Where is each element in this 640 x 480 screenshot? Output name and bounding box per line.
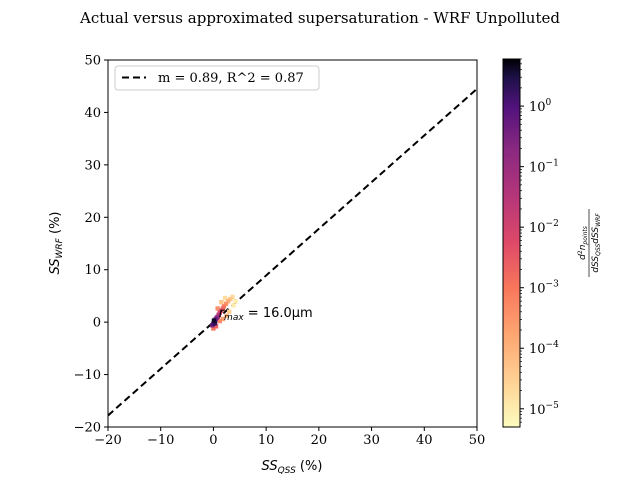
colorbar-ticks: 10−5 10−4 10−3 10−2 10−1 100	[520, 58, 559, 423]
x-axis-label-main: SS	[262, 459, 278, 474]
colorbar	[503, 59, 520, 427]
y-tick-label: −10	[74, 368, 101, 383]
y-tick-label: 20	[84, 211, 101, 226]
x-tick-label: 30	[363, 433, 380, 448]
annotation-sub: max	[224, 313, 244, 323]
density-point	[211, 318, 217, 323]
density-point	[220, 316, 226, 322]
colorbar-tick-label: 10−4	[529, 340, 559, 357]
colorbar-label: d2npoints dSSQSSdSSWRF	[577, 209, 602, 277]
density-point	[233, 298, 238, 304]
y-tick-label: 0	[93, 316, 101, 331]
colorbar-frame	[502, 58, 521, 428]
y-axis-label-unit: (%)	[48, 211, 63, 238]
colorbar-tick-label: 10−3	[529, 280, 559, 297]
density-point	[219, 300, 224, 305]
legend-box	[114, 65, 320, 91]
colorbar-tick-label: 10−5	[529, 401, 559, 418]
y-tick-label: 30	[84, 158, 101, 173]
density-point	[211, 326, 216, 331]
colorbar-tick-label: 10−2	[529, 219, 559, 236]
x-tick-label: −10	[147, 433, 174, 448]
fit-line	[108, 88, 477, 417]
density-point	[225, 298, 231, 304]
chart-title: Actual versus approximated supersaturati…	[79, 9, 560, 27]
x-tick-label: 0	[209, 433, 217, 448]
density-point	[231, 303, 236, 308]
y-axis-label-sub: WRF	[55, 237, 65, 258]
colorbar-label-denominator: dSSQSSdSSWRF	[591, 213, 602, 273]
y-axis-ticks: −20 −10 0 10 20 30 40 50	[74, 54, 108, 436]
density-point	[217, 318, 222, 324]
x-tick-label: 40	[416, 433, 433, 448]
colorbar-tick-label: 10−1	[529, 159, 559, 176]
y-tick-label: 10	[84, 263, 101, 278]
x-axis-label-unit: (%)	[296, 459, 323, 474]
density-point	[224, 313, 229, 319]
x-tick-label: 50	[469, 433, 486, 448]
y-tick-label: 40	[84, 106, 101, 121]
y-axis-label: SSWRF (%)	[48, 211, 65, 274]
density-point	[212, 320, 218, 326]
x-axis-label-sub: QSS	[278, 466, 296, 476]
y-axis-label-main: SS	[48, 258, 63, 274]
plot-area	[108, 88, 477, 417]
legend: m = 0.89, R^2 = 0.87	[114, 65, 320, 91]
density-point	[213, 324, 219, 329]
annotation-main: r	[219, 306, 226, 321]
annotation-rmax: rmax = 16.0μm	[219, 306, 313, 323]
density-points	[210, 294, 238, 331]
y-tick-label: 50	[84, 54, 101, 69]
density-point	[215, 306, 220, 311]
x-tick-label: −20	[94, 433, 121, 448]
axes-frame	[107, 59, 478, 428]
legend-entry: m = 0.89, R^2 = 0.87	[158, 71, 304, 86]
density-point	[222, 295, 228, 301]
annotation-rest: = 16.0μm	[244, 306, 313, 321]
x-axis-label: SSQSS (%)	[262, 459, 323, 476]
y-tick-label: −20	[74, 421, 101, 436]
colorbar-tick-label: 100	[529, 98, 552, 115]
x-tick-label: 20	[311, 433, 328, 448]
x-axis-ticks: −20 −10 0 10 20 30 40 50	[94, 427, 485, 448]
density-point	[223, 301, 229, 306]
density-point	[227, 309, 232, 314]
colorbar-label-numerator: d2npoints	[577, 226, 589, 260]
x-tick-label: 10	[258, 433, 275, 448]
